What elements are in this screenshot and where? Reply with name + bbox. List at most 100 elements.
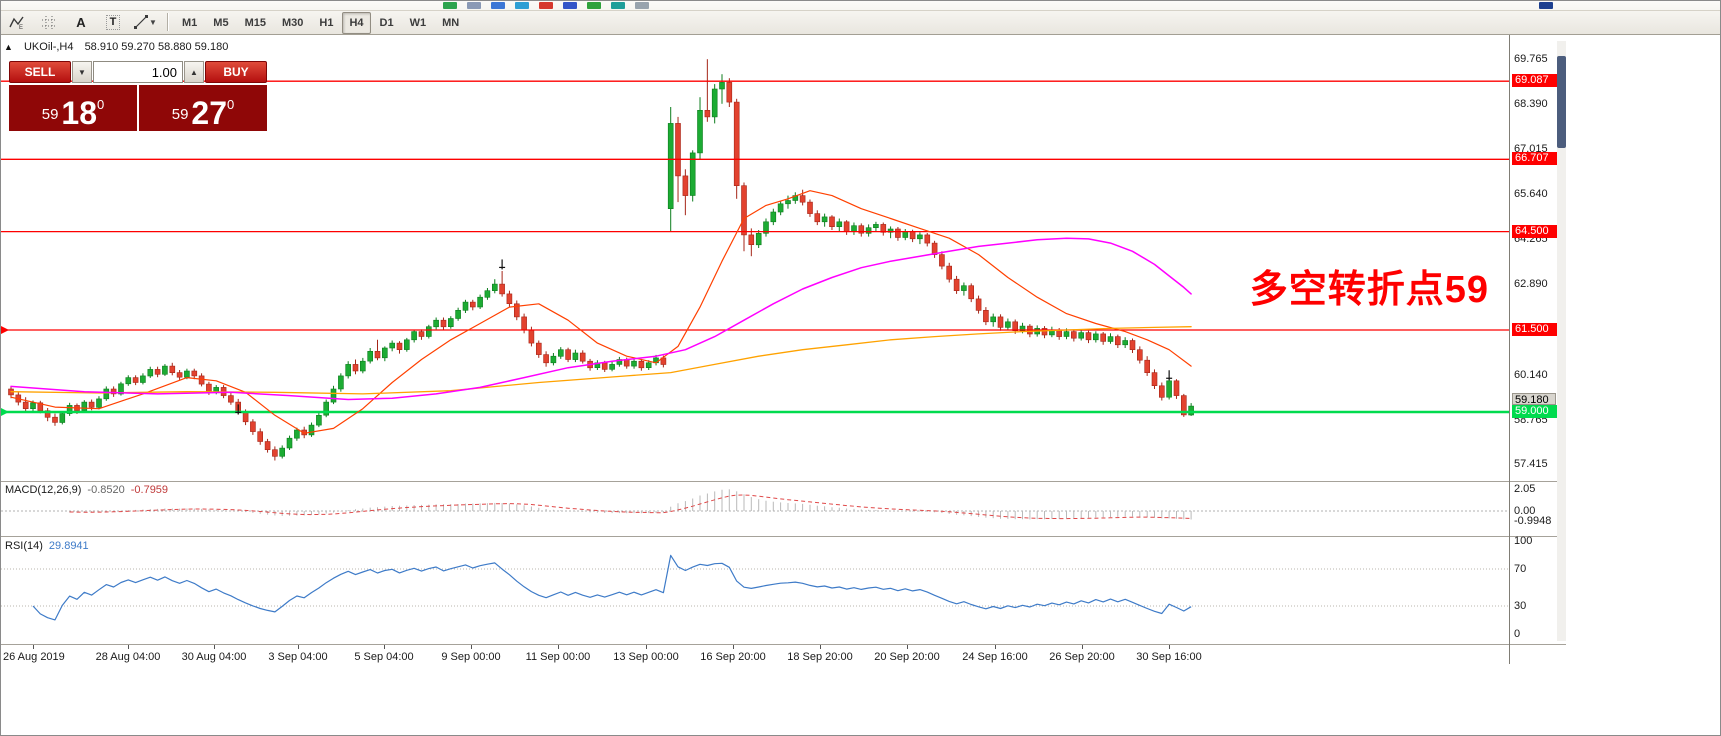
horizontal-level-lines — [1, 80, 1509, 416]
toolbar: E A T ▼ M1 M5 M15 M30 H1 H4 D1 W1 MN — [1, 1, 1720, 35]
time-axis-tick — [995, 645, 996, 649]
right-scrollbar-track[interactable] — [1557, 41, 1566, 641]
toolbar-button-cropped[interactable] — [563, 2, 577, 9]
time-axis-label: 24 Sep 16:00 — [962, 651, 1028, 663]
macd-value-signal: -0.7959 — [130, 484, 169, 496]
time-axis-tick — [471, 645, 472, 649]
timeframe-button-M30[interactable]: M30 — [281, 17, 304, 29]
grid-icon[interactable] — [37, 12, 61, 32]
current-price-badge: 59.180 — [1512, 393, 1556, 406]
timeframe-button-MN[interactable]: MN — [442, 17, 460, 29]
toolbar-button-cropped[interactable] — [443, 2, 457, 9]
line-studies-icon[interactable]: ▼ — [133, 12, 157, 32]
time-axis-label: 30 Aug 04:00 — [181, 651, 247, 663]
time-axis-label: 26 Sep 20:00 — [1049, 651, 1115, 663]
timeframe-button-M1[interactable]: M1 — [182, 17, 198, 29]
one-click-toggle-icon[interactable]: ▲ — [4, 42, 13, 52]
macd-indicator-label: MACD(12,26,9) -0.8520 -0.7959 — [5, 484, 168, 496]
timeframe-button-H4[interactable]: H4 — [342, 12, 371, 34]
price-axis-label: 57.415 — [1514, 458, 1548, 470]
toolbar-button-cropped[interactable] — [539, 2, 553, 9]
time-axis-label: 20 Sep 20:00 — [874, 651, 940, 663]
volume-input[interactable] — [93, 61, 183, 83]
buy-price-small: 59 — [171, 106, 189, 123]
time-axis-label: 5 Sep 04:00 — [354, 651, 414, 663]
rsi-indicator-label: RSI(14) 29.8941 — [5, 540, 89, 552]
macd-value-main: -0.8520 — [87, 484, 125, 496]
time-axis-label: 9 Sep 00:00 — [441, 651, 501, 663]
time-axis-tick — [820, 645, 821, 649]
level-price-badge: 66.707 — [1512, 152, 1562, 165]
chart-annotation: 多空转折点59 — [1249, 269, 1489, 311]
chart-object-markers — [235, 259, 1173, 415]
rsi-value: 29.8941 — [48, 540, 89, 552]
price-axis-label: 60.140 — [1514, 369, 1548, 381]
toolbar-button-cropped[interactable] — [491, 2, 505, 9]
time-axis-tick — [646, 645, 647, 649]
time-axis-tick — [128, 645, 129, 649]
toolbar-button-cropped[interactable] — [635, 2, 649, 9]
timeframe-button-D1[interactable]: D1 — [379, 17, 394, 29]
time-axis-tick — [558, 645, 559, 649]
toolbar-button-cropped[interactable] — [587, 2, 601, 9]
rsi-name: RSI(14) — [5, 540, 43, 552]
toolbar-button-cropped[interactable] — [467, 2, 481, 9]
sell-price-sup: 0 — [97, 97, 105, 112]
toolbar-button-cropped[interactable] — [515, 2, 529, 9]
indicators-icon[interactable]: E — [5, 12, 29, 32]
price-axis-label: 65.640 — [1514, 188, 1548, 200]
sell-price-display[interactable]: 59 18 0 — [9, 85, 137, 131]
time-axis-label: 13 Sep 00:00 — [613, 651, 679, 663]
text-icon[interactable]: A — [76, 14, 86, 30]
time-axis-label: 16 Sep 20:00 — [700, 651, 766, 663]
time-axis-tick — [33, 645, 34, 649]
time-axis-label: 30 Sep 16:00 — [1136, 651, 1202, 663]
timeframe-button-M15[interactable]: M15 — [244, 17, 266, 29]
rsi-axis-label: 30 — [1514, 600, 1527, 612]
time-axis-label: 28 Aug 04:00 — [95, 651, 161, 663]
timeframe-button-W1[interactable]: W1 — [409, 17, 427, 29]
toolbar-button-cropped[interactable] — [1539, 2, 1553, 9]
toolbar-divider — [167, 13, 169, 31]
macd-axis-label: 0.00 — [1514, 505, 1536, 517]
volume-decrease-button[interactable]: ▼ — [72, 61, 92, 83]
text-label-icon[interactable]: T — [101, 12, 125, 32]
cropped-toolbar-row — [1, 1, 1720, 11]
price-axis: 69.765 68.390 67.015 65.640 64.265 62.890 60.1… — [1512, 1, 1568, 735]
level-price-badge: 59.000 — [1512, 405, 1562, 418]
time-axis-label: 18 Sep 20:00 — [787, 651, 853, 663]
macd-axis-label: -0.9948 — [1514, 515, 1552, 527]
level-price-badge: 64.500 — [1512, 225, 1562, 238]
chart-symbol: UKOil-,H4 — [23, 41, 74, 53]
timeframe-button-M5[interactable]: M5 — [213, 17, 229, 29]
macd-name: MACD(12,26,9) — [5, 484, 82, 496]
rsi-panel — [1, 554, 1509, 621]
time-axis-tick — [1082, 645, 1083, 649]
rsi-axis-label: 100 — [1514, 535, 1533, 547]
timeframe-button-H1[interactable]: H1 — [319, 17, 334, 29]
right-scrollbar-thumb[interactable] — [1557, 56, 1566, 148]
macd-axis-label: 2.05 — [1514, 483, 1536, 495]
svg-text:E: E — [19, 25, 23, 30]
buy-price-display[interactable]: 59 27 0 — [139, 85, 267, 131]
time-axis-tick — [214, 645, 215, 649]
buy-price-sup: 0 — [227, 97, 235, 112]
chart-plot-area[interactable] — [1, 35, 1509, 482]
time-axis-tick — [298, 645, 299, 649]
macd-signal-line — [69, 494, 1192, 520]
buy-price-big: 27 — [191, 95, 228, 131]
buy-button[interactable]: BUY — [205, 61, 267, 83]
toolbar-button-cropped[interactable] — [611, 2, 625, 9]
macd-panel — [1, 489, 1509, 520]
macd-histogram — [69, 489, 1192, 520]
price-axis-label: 69.765 — [1514, 53, 1548, 65]
time-axis-tick — [1169, 645, 1170, 649]
time-axis-tick — [384, 645, 385, 649]
rsi-line — [32, 554, 1192, 621]
chart-ohlc: 58.910 59.270 58.880 59.180 — [84, 41, 229, 53]
sell-price-big: 18 — [61, 95, 98, 131]
time-axis-label: 11 Sep 00:00 — [525, 651, 591, 663]
volume-increase-button[interactable]: ▲ — [184, 61, 204, 83]
chart-title: ▲ UKOil-,H4 58.910 59.270 58.880 59.180 — [4, 41, 236, 53]
sell-button[interactable]: SELL — [9, 61, 71, 83]
